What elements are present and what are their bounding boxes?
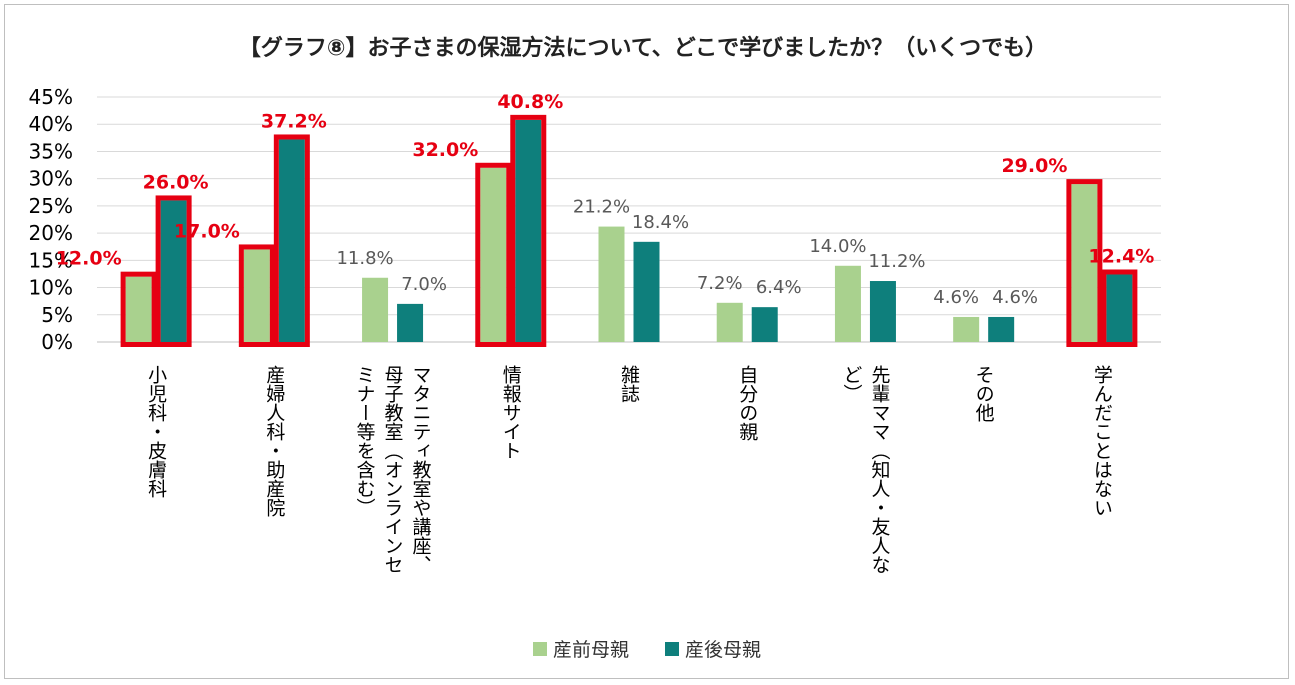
bar — [633, 241, 660, 342]
y-tick-label: 30% — [29, 167, 73, 191]
category-label: 学んだことはない — [1091, 365, 1113, 517]
bar — [278, 139, 305, 342]
category-label: 小児科・皮膚科 — [145, 365, 167, 498]
legend-label: 産後母親 — [685, 639, 761, 661]
y-tick-label: 40% — [29, 112, 73, 136]
data-label: 7.2% — [697, 273, 743, 294]
bar — [716, 302, 743, 342]
data-label: 21.2% — [573, 197, 630, 218]
legend: 産前母親 産後母親 — [533, 639, 761, 661]
chart-frame: 【グラフ⑧】お子さまの保湿方法について、どこで学びましたか？（いくつでも） 0%… — [4, 4, 1289, 679]
data-label: 6.4% — [756, 277, 802, 298]
bar-highlight-frame — [120, 271, 157, 347]
data-label: 4.6% — [992, 287, 1038, 308]
bar — [751, 307, 778, 342]
bar — [243, 249, 270, 342]
legend-label: 産前母親 — [553, 639, 629, 661]
bar-highlight-frame — [155, 195, 192, 347]
bar — [515, 119, 542, 342]
data-label: 7.0% — [401, 274, 447, 295]
bar-highlight-frame — [273, 134, 310, 347]
bar — [598, 226, 625, 342]
bar — [125, 276, 152, 342]
data-label: 12.0% — [56, 248, 122, 270]
category-label: 先輩ママ（知人・友人な — [868, 365, 890, 574]
data-label: 37.2% — [261, 110, 327, 132]
bar-highlight-frame — [1066, 179, 1103, 347]
category-label: マタニティ教室や講座、 — [410, 365, 432, 574]
category-label: 産婦人科・助産院 — [263, 365, 285, 517]
category-label: 雑誌 — [618, 365, 640, 403]
bar-chart: 【グラフ⑧】お子さまの保湿方法について、どこで学びましたか？（いくつでも） 0%… — [29, 35, 1161, 661]
data-label: 32.0% — [412, 139, 478, 161]
category-label: 自分の親 — [736, 365, 758, 441]
bar — [869, 281, 896, 342]
y-tick-label: 10% — [29, 276, 73, 300]
data-label: 40.8% — [497, 91, 563, 113]
data-label: 29.0% — [1001, 155, 1067, 177]
data-label: 18.4% — [632, 212, 689, 233]
data-labels: 12.0% 26.0% 17.0% 37.2% 11.8% 7.0% 32.0% 40.8% 2… — [56, 91, 1155, 308]
data-label: 14.0% — [809, 236, 866, 257]
y-axis: 0% 5% 10% 15% 20% 25% 30% 35% 40% 45% — [29, 85, 73, 354]
legend-swatch — [665, 642, 679, 656]
y-tick-label: 45% — [29, 85, 73, 109]
data-label: 17.0% — [174, 220, 240, 242]
chart-title: 【グラフ⑧】お子さまの保湿方法について、どこで学びましたか？（いくつでも） — [239, 35, 1047, 61]
bar — [480, 167, 507, 342]
bar-highlight-frame — [1101, 269, 1138, 347]
bar — [160, 200, 187, 342]
category-labels: 小児科・皮膚科 産婦人科・助産院 マタニティ教室や講座、母子教室（オンラインセミナー… — [145, 365, 1113, 574]
legend-swatch — [533, 642, 547, 656]
bar — [953, 316, 980, 342]
bars — [120, 114, 1138, 347]
bar — [834, 265, 861, 342]
category-label: 母子教室（オンラインセ — [382, 365, 404, 574]
bar-highlight-frame — [475, 162, 512, 347]
category-label: その他 — [973, 365, 995, 422]
data-label: 12.4% — [1088, 245, 1154, 267]
data-label: 26.0% — [143, 171, 209, 193]
y-tick-label: 20% — [29, 221, 73, 245]
y-tick-label: 35% — [29, 139, 73, 163]
bar — [1106, 274, 1133, 342]
category-label: 情報サイト — [500, 365, 522, 460]
data-label: 11.8% — [336, 248, 393, 269]
bar — [1071, 184, 1098, 342]
bar-highlight-frame — [238, 244, 275, 347]
bar — [397, 303, 424, 342]
category-label: ど） — [840, 365, 862, 403]
data-label: 4.6% — [933, 287, 979, 308]
y-tick-label: 0% — [41, 330, 73, 354]
data-label: 11.2% — [868, 251, 925, 272]
category-label: ミナー等を含む） — [354, 365, 376, 517]
bar — [362, 277, 389, 342]
y-tick-label: 5% — [41, 303, 73, 327]
bar — [988, 316, 1015, 342]
y-tick-label: 15% — [29, 248, 73, 272]
bar-highlight-frame — [510, 114, 547, 347]
y-tick-label: 25% — [29, 194, 73, 218]
